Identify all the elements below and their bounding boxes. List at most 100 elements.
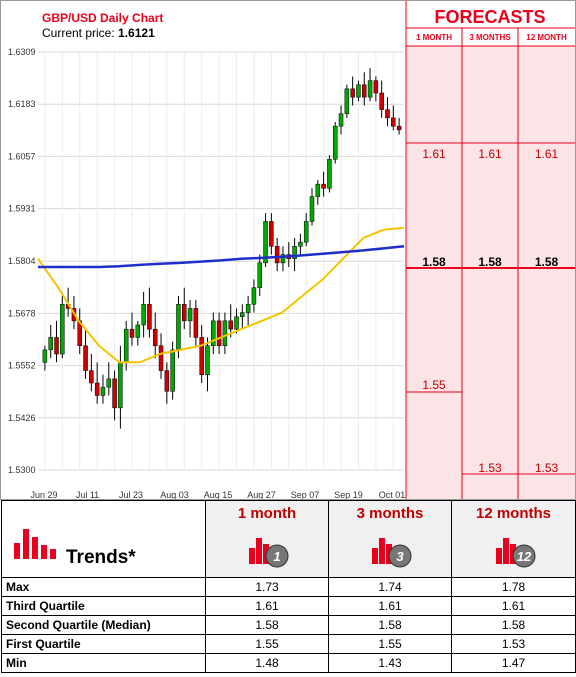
x-tick-label: Aug 03: [160, 490, 189, 500]
table-cell: 1.74: [328, 577, 452, 597]
trends-header-row: Trends* 1 month 1 3 months 3 12 months 1…: [1, 500, 576, 578]
candle-body: [338, 113, 344, 127]
candle-body: [176, 304, 181, 351]
candle-body: [112, 378, 117, 409]
candle-body: [263, 221, 268, 264]
candle-body: [158, 345, 164, 371]
price-chart: 1.6309 1.6183 1.6057 1.5931 1.5804 1.5678 1.55…: [0, 0, 576, 500]
badge-number: 1: [273, 549, 280, 564]
candle-body: [94, 382, 100, 396]
candle-body: [315, 183, 321, 197]
candle-body: [332, 125, 338, 160]
candle-body: [362, 84, 367, 98]
calendar-badge-icon: 3: [372, 538, 412, 568]
y-tick-label: 1.6057: [8, 151, 36, 161]
row-label: Third Quartile: [1, 596, 206, 616]
trends-label: Trends*: [66, 547, 136, 568]
candle-body: [216, 320, 222, 346]
candle-body: [199, 337, 204, 375]
forecast-panel-background: [406, 0, 575, 500]
x-tick-label: Jul 23: [119, 490, 143, 500]
candle-body: [396, 125, 402, 131]
table-cell: 1.55: [205, 634, 329, 654]
trends-table-container: Trends* 1 month 1 3 months 3 12 months 1…: [0, 500, 576, 677]
table-row: Second Quartile (Median) 1.58 1.58 1.58: [1, 615, 576, 635]
candle-body: [182, 304, 187, 322]
calendar-badge-icon: 1: [249, 538, 289, 568]
forecast-value: 1.55: [422, 378, 446, 392]
badge-number: 3: [396, 549, 404, 564]
forecast-panel: 1 MONTH 3 MONTHS 12 MONTH 1.61 1.61 1.61 1.58 1…: [405, 0, 575, 500]
x-tick-label: Jul 11: [76, 490, 99, 500]
bar-chart-icon: [14, 529, 56, 559]
candle-body: [54, 337, 59, 355]
candle-body: [83, 345, 88, 371]
table-row: Third Quartile 1.61 1.61 1.61: [1, 596, 576, 616]
candlestick-series: [42, 68, 402, 429]
forecast-column-header: 1 MONTH: [416, 33, 452, 42]
header-1-month: 1 month 1: [205, 500, 329, 578]
forecast-column-header: 12 MONTH: [526, 33, 567, 42]
candle-body: [211, 320, 216, 346]
forecast-value: 1.58: [535, 255, 559, 269]
forecast-column-header: 3 MONTHS: [469, 33, 511, 42]
forecast-value: 1.58: [478, 255, 502, 269]
header-title-12-months: 12 months: [475, 505, 551, 522]
table-cell: 1.61: [451, 596, 576, 616]
forecast-value: 1.53: [478, 461, 502, 475]
candle-body: [350, 88, 355, 98]
candle-body: [373, 80, 379, 94]
candle-body: [222, 320, 228, 346]
header-3-months: 3 months 3: [328, 500, 452, 578]
candle-body: [135, 324, 141, 338]
table-cell: 1.58: [205, 615, 329, 635]
table-cell: 1.61: [328, 596, 452, 616]
table-cell: 1.48: [205, 653, 329, 673]
table-cell: 1.47: [451, 653, 576, 673]
candle-body: [321, 183, 326, 189]
candle-body: [356, 84, 361, 98]
trends-label-cell: Trends*: [1, 500, 206, 578]
candle-body: [141, 304, 146, 326]
candle-body: [257, 262, 262, 288]
candle-body: [129, 328, 135, 338]
candle-body: [170, 349, 175, 392]
forecast-value: 1.61: [422, 147, 446, 161]
candle-body: [118, 362, 123, 409]
candle-body: [298, 241, 303, 247]
candle-body: [48, 337, 53, 351]
candle-body: [245, 304, 251, 313]
candle-body: [274, 246, 280, 264]
header-title-3-months: 3 months: [356, 505, 424, 522]
row-label: Min: [1, 653, 206, 673]
candle-body: [60, 304, 65, 355]
forecasts-title: FORECASTS: [434, 7, 545, 27]
trends-table: Trends* 1 month 1 3 months 3 12 months 1…: [1, 500, 576, 673]
table-row: First Quartile 1.55 1.55 1.53: [1, 634, 576, 654]
candle-body: [292, 246, 297, 259]
x-tick-label: Sep 07: [291, 490, 320, 500]
y-tick-label: 1.5426: [8, 413, 36, 423]
table-cell: 1.58: [451, 615, 576, 635]
candle-body: [193, 308, 199, 338]
candle-body: [269, 221, 274, 247]
row-label: Second Quartile (Median): [1, 615, 206, 635]
candle-body: [205, 345, 210, 375]
candle-body: [367, 80, 373, 98]
calendar-badge-icon: 12: [495, 538, 535, 568]
x-tick-label: Oct 01: [379, 490, 406, 500]
table-row: Min 1.48 1.43 1.47: [1, 653, 576, 673]
x-tick-label: Sep 19: [334, 490, 363, 500]
candle-body: [106, 378, 112, 388]
candle-body: [327, 159, 332, 189]
candle-body: [147, 304, 152, 330]
y-tick-label: 1.5931: [8, 204, 36, 214]
candle-body: [280, 254, 286, 264]
header-title-1-month: 1 month: [237, 505, 297, 522]
y-tick-label: 1.6183: [8, 99, 36, 109]
candle-body: [251, 287, 257, 305]
long-moving-average-line: [38, 245, 405, 269]
row-label: Max: [1, 577, 206, 597]
table-row: Max 1.73 1.74 1.78: [1, 577, 576, 597]
